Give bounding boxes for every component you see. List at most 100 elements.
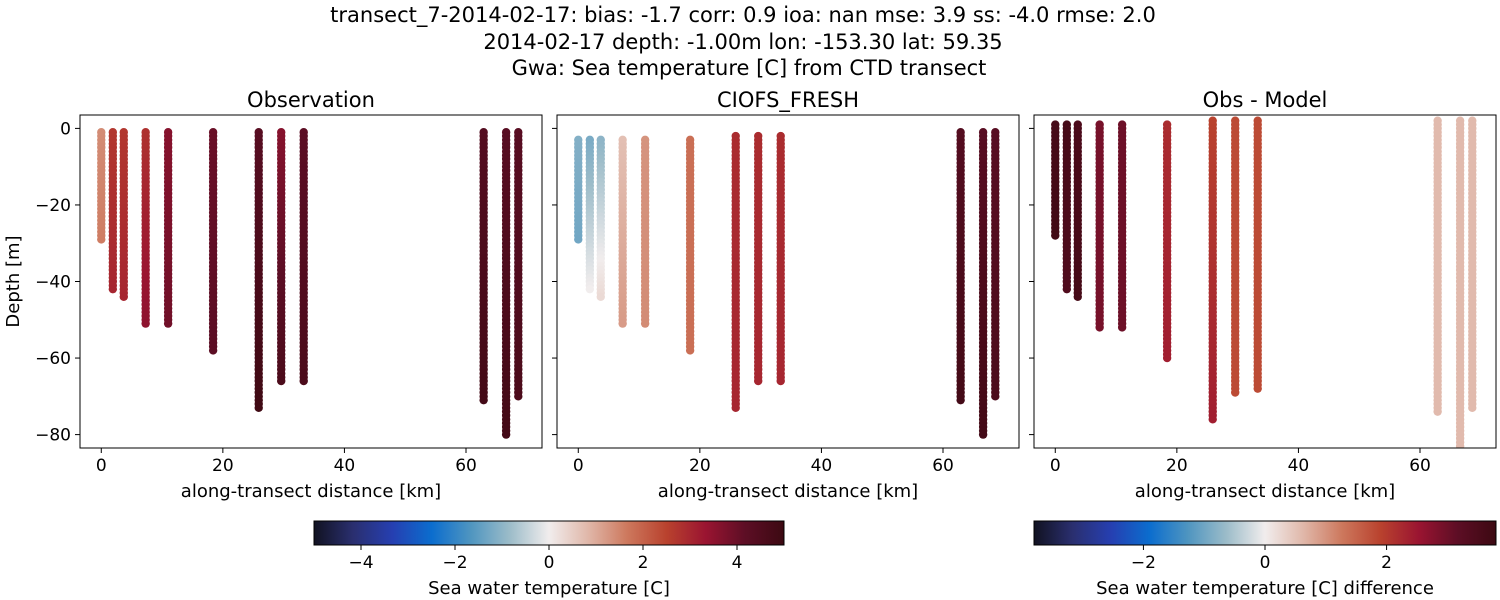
- profile-11: [514, 128, 523, 401]
- profile-8: [776, 131, 785, 386]
- data-point: [1117, 323, 1127, 332]
- x-axis-label: along-transect distance [km]: [658, 481, 918, 502]
- data-point: [574, 235, 583, 244]
- profile-0: [574, 135, 583, 244]
- data-point: [1468, 403, 1477, 413]
- colorbar-tick-label: 2: [1381, 553, 1392, 573]
- profile-2: [119, 128, 128, 302]
- profile-4: [640, 135, 650, 328]
- panel-title: CIOFS_FRESH: [717, 88, 859, 113]
- colorbar-tick-label: −4: [348, 553, 373, 573]
- x-tick-label: 0: [1050, 456, 1061, 476]
- data-point: [97, 235, 106, 244]
- profile-2: [596, 135, 605, 302]
- x-tick-label: 40: [334, 456, 356, 476]
- profile-4: [163, 128, 173, 328]
- data-points: [97, 128, 523, 439]
- profile-10: [978, 128, 988, 439]
- profile-6: [1208, 116, 1217, 424]
- x-tick-label: 60: [932, 456, 954, 476]
- panel-observation: Observation 0 20 40 60 0 −20 −40 −60 −80 along-tra…: [3, 88, 543, 502]
- profile-7: [1231, 116, 1240, 397]
- data-point: [479, 395, 488, 405]
- colorbar-gradient: [313, 520, 785, 546]
- data-point: [1051, 231, 1060, 240]
- colorbar-gradient: [1033, 520, 1497, 546]
- y-tick-label: −60: [35, 349, 71, 369]
- profile-0: [1051, 120, 1060, 240]
- data-point: [254, 403, 263, 413]
- data-point: [1253, 384, 1262, 393]
- data-point: [956, 395, 965, 405]
- colorbar-tick-label: 4: [732, 553, 743, 573]
- profile-2: [1073, 120, 1082, 302]
- data-point: [585, 284, 595, 294]
- x-tick-label: 0: [573, 456, 584, 476]
- profile-1: [585, 135, 595, 294]
- data-point: [1162, 353, 1172, 363]
- data-point: [501, 430, 511, 439]
- data-point: [514, 392, 523, 401]
- profile-3: [141, 128, 150, 328]
- y-axis-label: Depth [m]: [3, 235, 24, 327]
- profile-11: [1468, 116, 1477, 413]
- data-point: [1095, 323, 1104, 332]
- panel-title: Obs - Model: [1203, 88, 1328, 112]
- x-axis-label: along-transect distance [km]: [1135, 481, 1395, 502]
- profile-1: [108, 128, 118, 294]
- data-point: [1456, 450, 1464, 458]
- y-tick-label: 0: [60, 119, 71, 139]
- x-tick-label: 20: [689, 456, 711, 476]
- colorbar-tick-label: −2: [442, 553, 467, 573]
- data-point: [776, 376, 785, 386]
- profile-7: [754, 131, 763, 386]
- data-point: [978, 430, 988, 439]
- profile-10: [1455, 116, 1465, 458]
- title-line-2: 2014-02-17 depth: -1.00m lon: -153.30 la…: [483, 30, 1002, 54]
- data-point: [299, 376, 308, 386]
- data-point: [1062, 284, 1072, 294]
- profile-5: [1162, 120, 1172, 363]
- panel-obs-minus-model: Obs - Model 0 20 40 60 along-transect distanc…: [1029, 88, 1497, 502]
- data-point: [108, 284, 118, 294]
- data-point: [618, 319, 627, 328]
- profile-6: [731, 131, 740, 413]
- x-tick-label: 20: [1166, 456, 1188, 476]
- profile-8: [1253, 116, 1262, 393]
- data-point: [1456, 445, 1464, 448]
- profile-9: [479, 128, 488, 405]
- colorbar-temperature: −4 −2 0 2 4 Sea water temperature [C]: [313, 520, 785, 599]
- y-tick-label: −80: [35, 426, 71, 446]
- data-point: [991, 392, 1000, 401]
- profile-3: [1095, 120, 1104, 332]
- profile-8: [299, 128, 308, 386]
- profile-7: [277, 128, 286, 386]
- data-point: [1073, 292, 1082, 302]
- colorbar-tick-label: 2: [638, 553, 649, 573]
- data-point: [731, 403, 740, 413]
- x-axis-label: along-transect distance [km]: [181, 481, 441, 502]
- title-line-1: transect_7-2014-02-17: bias: -1.7 corr: …: [330, 3, 1156, 28]
- x-tick-label: 40: [811, 456, 833, 476]
- data-point: [596, 292, 605, 302]
- colorbar-difference: −2 0 2 Sea water temperature [C] difference: [1033, 520, 1497, 599]
- colorbar-label: Sea water temperature [C]: [428, 578, 670, 599]
- profile-1: [1062, 120, 1072, 294]
- x-tick-label: 40: [1288, 456, 1310, 476]
- x-tick-label: 20: [212, 456, 234, 476]
- x-tick-label: 0: [96, 456, 107, 476]
- profile-3: [618, 135, 627, 328]
- data-point: [277, 376, 286, 386]
- profile-11: [991, 128, 1000, 401]
- panel-ciofs-fresh: CIOFS_FRESH 0 20 40 60 along-transect distanc…: [552, 88, 1020, 502]
- data-points: [1051, 116, 1477, 458]
- x-tick-label: 60: [1409, 456, 1431, 476]
- data-point: [640, 319, 650, 328]
- colorbar-label: Sea water temperature [C] difference: [1096, 578, 1434, 599]
- data-point: [119, 292, 128, 302]
- colorbar-tick-label: 0: [544, 553, 555, 573]
- data-point: [1208, 415, 1217, 424]
- y-tick-label: −40: [35, 273, 71, 293]
- data-point: [1433, 407, 1442, 416]
